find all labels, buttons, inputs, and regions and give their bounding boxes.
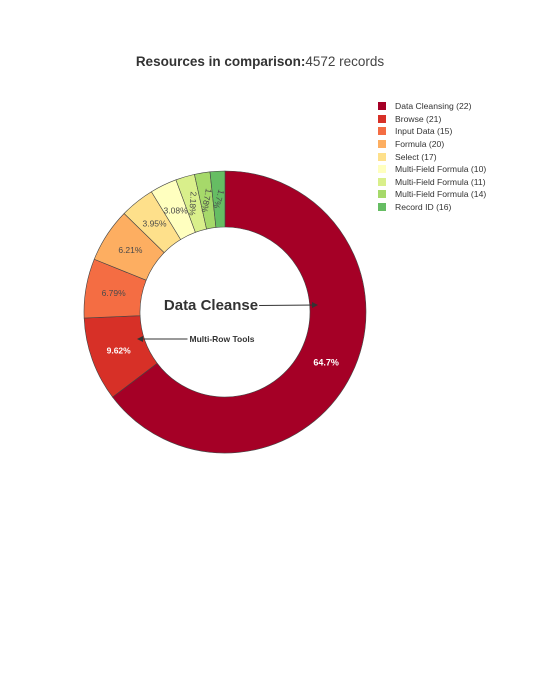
- slice-data-cleansing-22[interactable]: [112, 170, 367, 454]
- slice-label-data-cleansing-22: 64.7%: [313, 357, 339, 367]
- legend-label: Select (17): [395, 151, 437, 162]
- legend-swatch: [378, 177, 386, 186]
- slice-label-multi-field-formula-10: 3.08%: [164, 205, 189, 215]
- legend-swatch: [378, 114, 386, 123]
- legend-label: Multi-Field Formula (14): [395, 189, 487, 200]
- slice-label-select-17: 3.95%: [142, 219, 167, 229]
- legend-label: Input Data (15): [395, 126, 453, 137]
- legend-swatch: [378, 102, 386, 111]
- legend: Data Cleansing (22) Browse (21) Input Data…: [378, 100, 486, 213]
- slice-label-browse-21: 9.62%: [107, 345, 132, 355]
- legend-label: Multi-Field Formula (10): [395, 164, 487, 175]
- chart-title-bold: Resources in comparison:: [135, 54, 306, 69]
- legend-item-input-data-15[interactable]: Input Data (15): [378, 125, 486, 138]
- legend-swatch: [378, 152, 386, 161]
- legend-item-select-17[interactable]: Select (17): [378, 150, 486, 163]
- legend-item-record-id-16[interactable]: Record ID (16): [378, 201, 486, 214]
- legend-label: Browse (21): [395, 113, 442, 124]
- legend-swatch: [378, 203, 386, 212]
- legend-item-multi-field-formula-14[interactable]: Multi-Field Formula (14): [378, 188, 486, 201]
- legend-item-data-cleansing-22[interactable]: Data Cleansing (22): [378, 100, 486, 113]
- legend-item-multi-field-formula-10[interactable]: Multi-Field Formula (10): [378, 163, 486, 176]
- legend-label: Multi-Field Formula (11): [395, 176, 486, 187]
- legend-swatch: [378, 127, 386, 136]
- annotation-data-cleanse: Data Cleanse: [164, 297, 258, 314]
- legend-item-formula-20[interactable]: Formula (20): [378, 138, 486, 151]
- slice-label-input-data-15: 6.79%: [102, 288, 127, 298]
- legend-label: Record ID (16): [395, 202, 452, 213]
- slice-label-formula-20: 6.21%: [118, 245, 143, 255]
- slice-record-id-16[interactable]: [209, 170, 226, 228]
- legend-item-multi-field-formula-11[interactable]: Multi-Field Formula (11): [378, 176, 486, 189]
- chart-title-records: 4572 records: [305, 54, 385, 69]
- slice-label-multi-field-formula-14: 1.78%: [199, 188, 213, 214]
- annotation-arrow-data-cleanse: [259, 302, 318, 309]
- legend-swatch: [378, 165, 386, 174]
- legend-swatch: [378, 140, 386, 149]
- legend-swatch: [378, 190, 386, 199]
- legend-item-browse-21[interactable]: Browse (21): [378, 113, 486, 126]
- legend-label: Formula (20): [395, 139, 445, 150]
- annotation-multi-row-tools: Multi-Row Tools: [190, 334, 255, 344]
- slice-label-multi-field-formula-11: 2.18%: [187, 191, 199, 216]
- legend-label: Data Cleansing (22): [395, 101, 472, 112]
- chart-title: Resources in comparison:4572 records: [0, 54, 520, 69]
